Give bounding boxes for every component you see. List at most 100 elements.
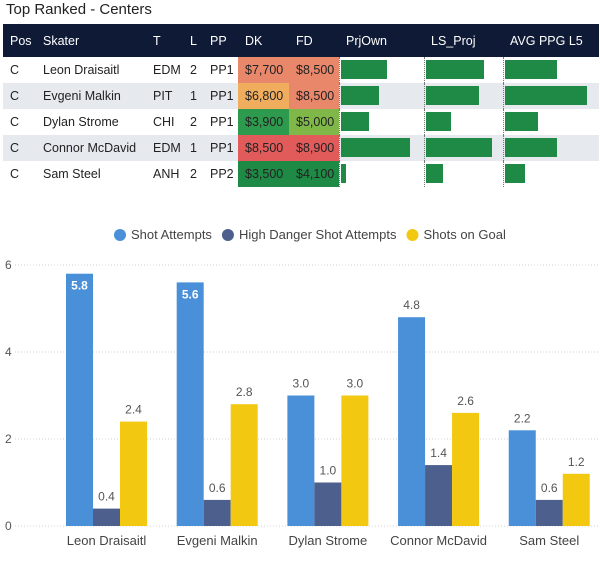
cell-dk-salary: $8,500 [238, 135, 289, 161]
cell-pp: PP1 [210, 63, 234, 77]
header-dk[interactable]: DK [245, 33, 263, 48]
cell-fd-salary: $4,100 [289, 161, 339, 187]
legend-label: Shot Attempts [131, 227, 212, 242]
bar-high-danger-shot-attempts [314, 482, 342, 526]
table-row[interactable]: C Sam Steel ANH 2 PP2 $3,500 $4,100 [3, 161, 599, 187]
bar-shot-attempts [287, 395, 315, 526]
bar-shots-on-goal [120, 421, 147, 526]
prjown-bar [341, 60, 387, 79]
ls-proj-bar [426, 164, 443, 183]
ls-proj-bar [426, 138, 492, 157]
cell-line: 1 [190, 141, 197, 155]
x-tick-label: Connor McDavid [390, 533, 487, 548]
cell-skater: Dylan Strome [43, 115, 119, 129]
bar-high-danger-shot-attempts [535, 499, 563, 526]
table-row[interactable]: C Evgeni Malkin PIT 1 PP1 $6,800 $8,500 [3, 83, 599, 109]
bar-shots-on-goal [341, 395, 369, 526]
prjown-bar [341, 138, 410, 157]
cell-dk-salary: $6,800 [238, 83, 289, 109]
cell-team: EDM [153, 141, 181, 155]
data-label: 5.8 [71, 279, 88, 293]
cell-avg-ppg-l5-bar [503, 109, 599, 135]
data-label: 5.6 [182, 287, 199, 301]
y-tick-label: 0 [5, 519, 12, 533]
data-label: 3.0 [293, 377, 310, 391]
cell-avg-ppg-l5-bar [503, 135, 599, 161]
cell-line: 1 [190, 89, 197, 103]
data-label: 2.2 [514, 411, 531, 425]
avg-ppg-l5-bar [505, 86, 587, 105]
x-tick-label: Sam Steel [519, 533, 579, 548]
table-header-row: Pos Skater T L PP DK FD PrjOwn LS_Proj A… [3, 24, 599, 57]
cell-skater: Leon Draisaitl [43, 63, 120, 77]
cell-pos: C [10, 89, 20, 103]
ls-proj-bar [426, 86, 479, 105]
cell-prjown-bar [339, 135, 424, 161]
data-label: 0.4 [98, 490, 115, 504]
y-tick-label: 2 [5, 432, 12, 446]
bar-high-danger-shot-attempts [93, 508, 120, 526]
header-pos[interactable]: Pos [10, 33, 32, 48]
prjown-bar [341, 164, 346, 183]
data-label: 0.6 [209, 481, 226, 495]
ls-proj-bar [426, 60, 484, 79]
cell-skater: Evgeni Malkin [43, 89, 121, 103]
cell-prjown-bar [339, 161, 424, 187]
cell-pos: C [10, 167, 20, 181]
cell-dk-salary: $3,900 [238, 109, 289, 135]
legend-marker [114, 229, 126, 241]
cell-avg-ppg-l5-bar [503, 57, 599, 83]
header-team[interactable]: T [153, 33, 161, 48]
header-ls-proj[interactable]: LS_Proj [431, 33, 476, 48]
data-label: 1.2 [568, 455, 585, 469]
avg-ppg-l5-bar [505, 112, 538, 131]
cell-ls-proj-bar [424, 135, 503, 161]
bar-shot-attempts [398, 317, 426, 526]
cell-ls-proj-bar [424, 161, 503, 187]
cell-fd-salary: $8,900 [289, 135, 339, 161]
cell-prjown-bar [339, 57, 424, 83]
header-line[interactable]: L [190, 33, 197, 48]
header-prjown[interactable]: PrjOwn [346, 33, 387, 48]
table-row[interactable]: C Connor McDavid EDM 1 PP1 $8,500 $8,900 [3, 135, 599, 161]
cell-skater: Sam Steel [43, 167, 101, 181]
bar-shot-attempts [66, 273, 93, 526]
data-label: 2.8 [236, 385, 253, 399]
cell-skater: Connor McDavid [43, 141, 137, 155]
x-tick-label: Evgeni Malkin [177, 533, 258, 548]
cell-line: 2 [190, 167, 197, 181]
bar-shots-on-goal [452, 412, 480, 526]
cell-team: EDM [153, 63, 181, 77]
data-label: 4.8 [403, 298, 420, 312]
table-row[interactable]: C Dylan Strome CHI 2 PP1 $3,900 $5,000 [3, 109, 599, 135]
cell-dk-salary: $7,700 [238, 57, 289, 83]
cell-team: ANH [153, 167, 180, 181]
cell-avg-ppg-l5-bar [503, 161, 599, 187]
cell-pos: C [10, 115, 20, 129]
header-avg-ppg-l5[interactable]: AVG PPG L5 [510, 33, 583, 48]
data-label: 0.6 [541, 481, 558, 495]
cell-prjown-bar [339, 83, 424, 109]
avg-ppg-l5-bar [505, 138, 557, 157]
cell-team: PIT [153, 89, 173, 103]
data-label: 1.4 [430, 446, 447, 460]
header-fd[interactable]: FD [296, 33, 313, 48]
cell-ls-proj-bar [424, 83, 503, 109]
cell-fd-salary: $5,000 [289, 109, 339, 135]
cell-pp: PP2 [210, 167, 234, 181]
header-pp[interactable]: PP [210, 33, 227, 48]
top-ranked-table: Pos Skater T L PP DK FD PrjOwn LS_Proj A… [3, 24, 599, 187]
header-skater[interactable]: Skater [43, 33, 80, 48]
data-label: 2.6 [457, 394, 474, 408]
cell-pos: C [10, 63, 20, 77]
cell-fd-salary: $8,500 [289, 83, 339, 109]
ls-proj-bar [426, 112, 451, 131]
y-tick-label: 6 [5, 258, 12, 272]
data-label: 3.0 [347, 377, 364, 391]
avg-ppg-l5-bar [505, 164, 525, 183]
table-row[interactable]: C Leon Draisaitl EDM 2 PP1 $7,700 $8,500 [3, 57, 599, 83]
cell-line: 2 [190, 63, 197, 77]
legend-marker [406, 229, 419, 241]
cell-ls-proj-bar [424, 109, 503, 135]
avg-ppg-l5-bar [505, 60, 557, 79]
